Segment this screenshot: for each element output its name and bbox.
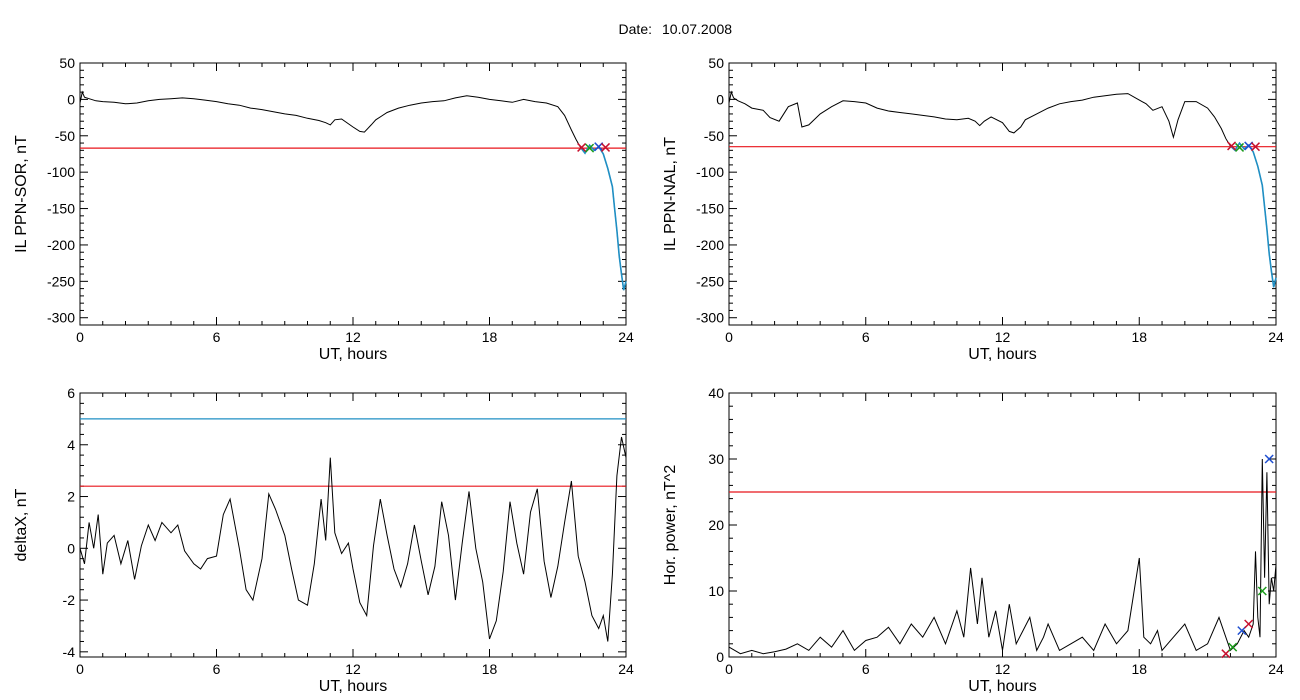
y-tick-label: -150	[696, 201, 724, 217]
y-axis-label: Hor. power, nT^2	[662, 465, 679, 586]
y-tick-label: -4	[63, 644, 76, 660]
y-tick-label: -200	[696, 237, 724, 253]
x-axis-label: UT, hours	[968, 346, 1036, 363]
y-tick-label: -300	[696, 310, 724, 326]
event-marker-stroke	[1244, 619, 1254, 629]
series-line	[79, 436, 627, 642]
y-tick-label: 0	[716, 649, 724, 665]
x-tick-label: 6	[862, 329, 870, 345]
event-marker	[1228, 642, 1238, 652]
event-marker-stroke	[1228, 642, 1238, 652]
x-tick-label: 12	[995, 661, 1011, 677]
date-label: Date:	[619, 21, 652, 37]
x-tick-label: 12	[345, 329, 361, 345]
y-tick-label: 50	[708, 55, 724, 71]
y-tick-label: -2	[63, 592, 76, 608]
panel-ppn-nal: 0 6 12 18 24 50 0 -50 -100 -150 -200 -250 -300 UT, ho…	[662, 55, 1284, 363]
y-tick-label: -100	[47, 164, 75, 180]
y-tick-label: 10	[708, 583, 724, 599]
x-tick-label: 24	[1268, 661, 1284, 677]
x-axis-label: UT, hours	[968, 678, 1036, 695]
event-marker-stroke	[1237, 626, 1247, 636]
event-marker-stroke	[600, 142, 611, 152]
y-tick-label: 30	[708, 451, 724, 467]
y-tick-label: -250	[47, 273, 75, 289]
x-tick-label: 0	[76, 329, 84, 345]
y-tick-label: 0	[67, 540, 75, 556]
y-tick-label: 0	[67, 91, 75, 107]
event-marker-stroke	[1221, 649, 1231, 659]
event-marker	[585, 143, 595, 153]
x-tick-label: 24	[618, 661, 634, 677]
series-line	[79, 90, 627, 291]
event-marker	[577, 142, 587, 152]
event-marker	[1235, 142, 1245, 152]
event-marker	[1244, 619, 1254, 629]
x-tick-label: 24	[1268, 329, 1284, 345]
panel-deltax: 0 6 12 18 24 6 4 2 0 -2 -4 UT, hours deltaX, nT	[13, 385, 634, 695]
event-marker-stroke	[1227, 141, 1237, 151]
x-tick-label: 24	[618, 329, 634, 345]
event-marker	[1257, 586, 1267, 596]
y-axis-label: deltaX, nT	[13, 488, 30, 561]
x-axis-label: UT, hours	[319, 678, 387, 695]
plot-frame	[728, 392, 1277, 658]
event-marker	[1264, 454, 1274, 464]
y-tick-label: 4	[67, 437, 75, 453]
y-tick-label: -250	[696, 273, 724, 289]
y-tick-label: 0	[716, 91, 724, 107]
series-line	[728, 458, 1277, 655]
series-line	[728, 90, 1277, 288]
x-tick-label: 18	[1131, 329, 1147, 345]
event-marker-stroke	[585, 143, 595, 153]
x-tick-label: 12	[345, 661, 361, 677]
x-tick-label: 0	[76, 661, 84, 677]
y-axis-label: IL PPN-NAL, nT	[662, 137, 679, 251]
y-axis-label: IL PPN-SOR, nT	[13, 135, 30, 253]
event-marker-stroke	[1250, 142, 1261, 152]
event-marker	[1221, 649, 1231, 659]
series-tail-line	[1229, 141, 1277, 288]
y-tick-label: -300	[47, 310, 75, 326]
event-marker	[1237, 626, 1247, 636]
event-marker-stroke	[1235, 142, 1245, 152]
panel-hor-power: 0 6 12 18 24 40 30 20 10 0 UT, hours Hor. power, nT…	[662, 385, 1284, 695]
y-tick-label: -50	[704, 128, 724, 144]
event-marker-stroke	[577, 142, 587, 152]
x-tick-label: 12	[995, 329, 1011, 345]
plot-frame	[79, 392, 627, 658]
x-tick-label: 6	[213, 329, 221, 345]
plot-frame	[728, 62, 1277, 326]
series-tail-line	[579, 143, 627, 291]
date-value: 10.07.2008	[662, 21, 732, 37]
y-tick-label: 6	[67, 385, 75, 401]
panel-ppn-sor: 0 6 12 18 24 50 0 -50 -100 -150 -200 -250 -300 UT, ho…	[13, 55, 634, 363]
x-tick-label: 18	[1131, 661, 1147, 677]
y-tick-label: 40	[708, 385, 724, 401]
y-tick-label: -150	[47, 201, 75, 217]
x-axis-label: UT, hours	[319, 346, 387, 363]
y-tick-label: -100	[696, 164, 724, 180]
event-marker	[600, 142, 611, 152]
y-tick-label: -200	[47, 237, 75, 253]
event-marker-stroke	[1264, 454, 1274, 464]
y-tick-label: 2	[67, 489, 75, 505]
x-tick-label: 6	[862, 661, 870, 677]
x-tick-label: 0	[725, 661, 733, 677]
event-marker	[1250, 142, 1261, 152]
event-marker	[1227, 141, 1237, 151]
y-tick-label: 20	[708, 517, 724, 533]
x-tick-label: 18	[482, 661, 498, 677]
x-tick-label: 18	[482, 329, 498, 345]
y-tick-label: -50	[55, 128, 75, 144]
x-tick-label: 0	[725, 329, 733, 345]
y-tick-label: 50	[59, 55, 75, 71]
event-marker-stroke	[1257, 586, 1267, 596]
x-tick-label: 6	[213, 661, 221, 677]
